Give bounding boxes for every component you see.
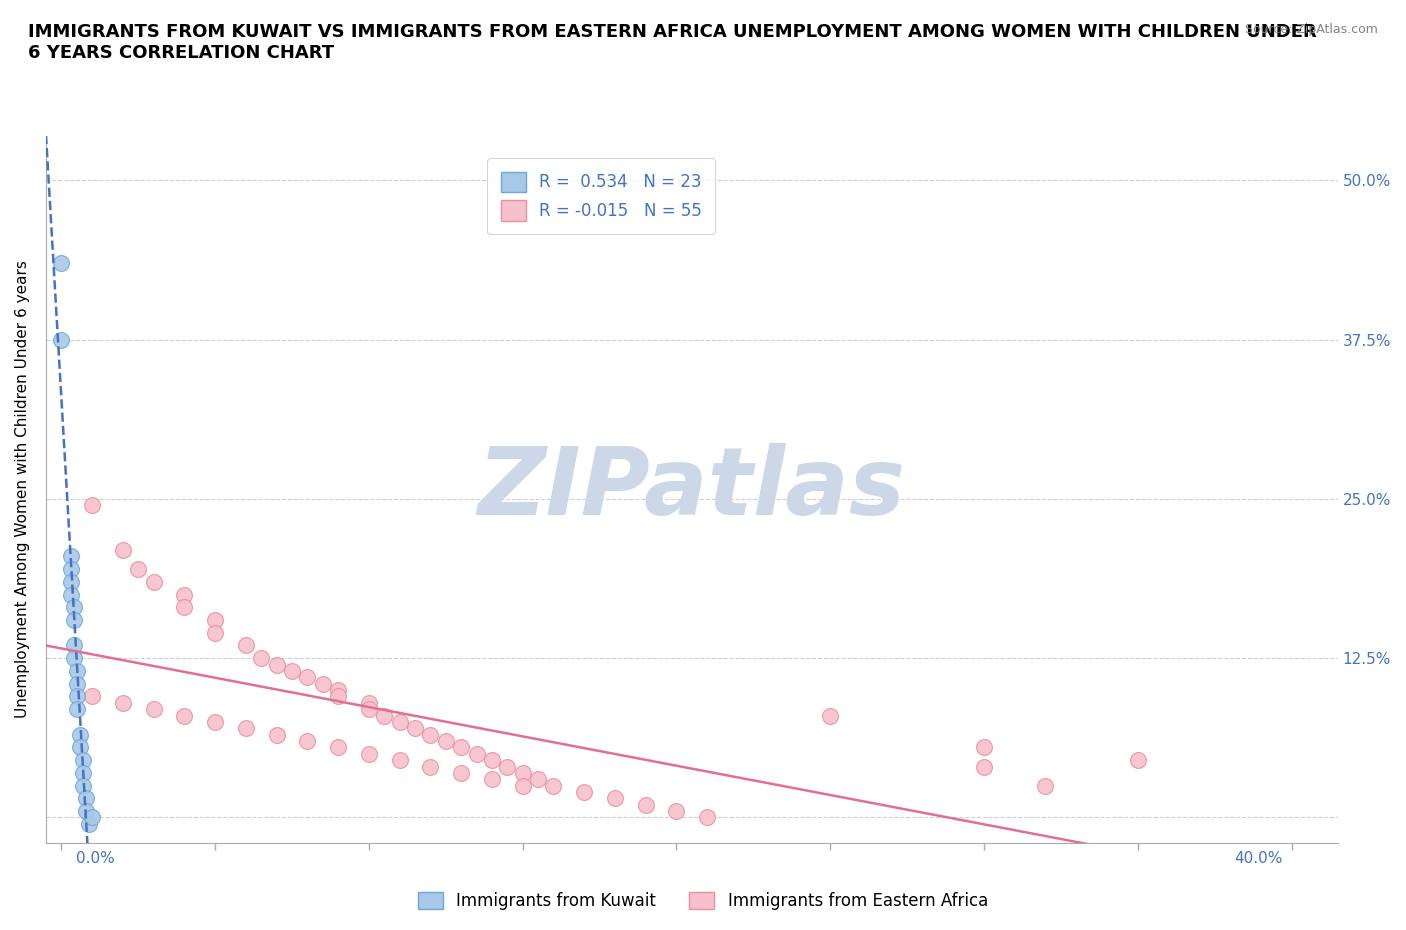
Point — [77, 817, 100, 831]
Point — [434, 734, 457, 749]
Point — [51, 256, 73, 271]
Text: ZIPatlas: ZIPatlas — [478, 444, 905, 536]
Point — [419, 759, 441, 774]
Point — [481, 772, 503, 787]
Point — [297, 734, 319, 749]
Point — [481, 752, 503, 767]
Point — [72, 765, 94, 780]
Point — [818, 708, 841, 723]
Point — [173, 587, 195, 602]
Point — [419, 727, 441, 742]
Point — [465, 747, 488, 762]
Point — [1126, 752, 1149, 767]
Point — [66, 663, 89, 678]
Point — [59, 549, 82, 564]
Point — [59, 587, 82, 602]
Point — [173, 708, 195, 723]
Point — [66, 689, 89, 704]
Text: 40.0%: 40.0% — [1234, 851, 1282, 866]
Point — [603, 790, 626, 805]
Y-axis label: Unemployment Among Women with Children Under 6 years: Unemployment Among Women with Children U… — [15, 260, 30, 718]
Point — [634, 797, 657, 812]
Point — [66, 676, 89, 691]
Point — [204, 625, 226, 640]
Point — [496, 759, 519, 774]
Point — [62, 638, 84, 653]
Point — [1035, 778, 1057, 793]
Point — [572, 785, 595, 800]
Point — [512, 765, 534, 780]
Point — [665, 804, 688, 818]
Point — [388, 752, 411, 767]
Point — [312, 676, 335, 691]
Point — [281, 663, 304, 678]
Point — [72, 752, 94, 767]
Text: Source: ZipAtlas.com: Source: ZipAtlas.com — [1244, 23, 1378, 36]
Point — [388, 714, 411, 729]
Point — [82, 810, 104, 825]
Point — [51, 332, 73, 347]
Point — [450, 740, 472, 755]
Point — [696, 810, 718, 825]
Point — [326, 683, 349, 698]
Point — [111, 696, 134, 711]
Point — [235, 721, 257, 736]
Point — [82, 498, 104, 512]
Point — [250, 651, 273, 666]
Point — [235, 638, 257, 653]
Point — [450, 765, 472, 780]
Point — [142, 575, 165, 590]
Point — [111, 542, 134, 557]
Point — [357, 696, 380, 711]
Point — [204, 613, 226, 628]
Point — [62, 651, 84, 666]
Point — [543, 778, 565, 793]
Point — [527, 772, 550, 787]
Point — [373, 708, 395, 723]
Point — [66, 702, 89, 717]
Point — [973, 759, 995, 774]
Point — [69, 740, 91, 755]
Point — [512, 778, 534, 793]
Point — [82, 689, 104, 704]
Point — [266, 727, 288, 742]
Point — [62, 613, 84, 628]
Point — [973, 740, 995, 755]
Point — [75, 790, 97, 805]
Point — [72, 778, 94, 793]
Point — [62, 600, 84, 615]
Point — [69, 727, 91, 742]
Point — [357, 702, 380, 717]
Point — [142, 702, 165, 717]
Point — [173, 600, 195, 615]
Point — [297, 670, 319, 684]
Legend: Immigrants from Kuwait, Immigrants from Eastern Africa: Immigrants from Kuwait, Immigrants from … — [412, 885, 994, 917]
Point — [404, 721, 426, 736]
Point — [59, 562, 82, 577]
Text: 0.0%: 0.0% — [76, 851, 115, 866]
Point — [266, 658, 288, 672]
Point — [75, 804, 97, 818]
Text: IMMIGRANTS FROM KUWAIT VS IMMIGRANTS FROM EASTERN AFRICA UNEMPLOYMENT AMONG WOME: IMMIGRANTS FROM KUWAIT VS IMMIGRANTS FRO… — [28, 23, 1317, 62]
Point — [59, 575, 82, 590]
Legend: R =  0.534   N = 23, R = -0.015   N = 55: R = 0.534 N = 23, R = -0.015 N = 55 — [488, 158, 716, 234]
Point — [127, 562, 149, 577]
Point — [326, 740, 349, 755]
Point — [357, 747, 380, 762]
Point — [204, 714, 226, 729]
Point — [326, 689, 349, 704]
